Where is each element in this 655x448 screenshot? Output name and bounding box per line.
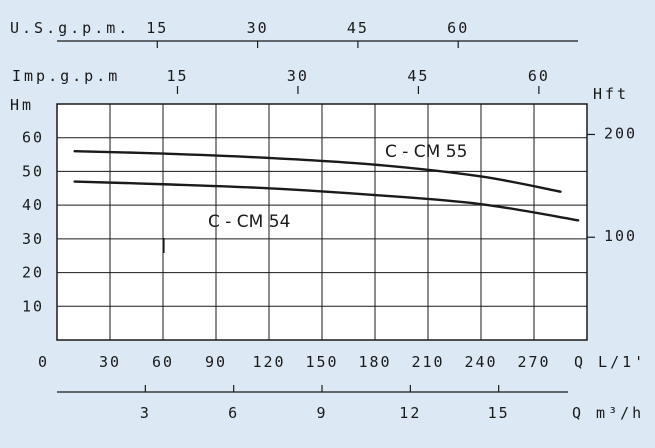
imp-gpm-tick-label: 30	[287, 67, 309, 85]
m3h-tick-label: 3	[140, 404, 151, 422]
series-line	[73, 180, 580, 222]
x-tick-label: 60	[152, 353, 174, 371]
imp-gpm-tick-label: 15	[166, 67, 188, 85]
series-label: C - CM 54	[208, 212, 290, 232]
x-tick-label: 90	[205, 353, 227, 371]
y-tick-label: 50	[22, 162, 44, 180]
origin-label: 0	[38, 353, 49, 371]
m3h-tick-label: 15	[488, 404, 510, 422]
hft-tick-label: 100	[604, 227, 637, 245]
m3h-tick-label: 12	[399, 404, 421, 422]
us-gpm-axis-title: U.S.g.p.m.	[10, 19, 130, 37]
us-gpm-tick-label: 15	[146, 19, 168, 37]
hft-tick-label: 200	[604, 124, 637, 142]
x-tick-label: 120	[252, 353, 285, 371]
x-tick-label: 240	[464, 353, 497, 371]
us-gpm-tick-label: 30	[247, 19, 269, 37]
y-tick-label: 10	[22, 297, 44, 315]
curves	[73, 150, 580, 222]
x-tick-label: 30	[99, 353, 121, 371]
series-label: C - CM 55	[385, 142, 467, 162]
x-axis-title: Q L/1'	[574, 353, 646, 371]
imp-gpm-axis-title: Imp.g.p.m	[12, 67, 120, 85]
x-tick-label: 150	[305, 353, 338, 371]
imp-gpm-tick-label: 45	[407, 67, 429, 85]
grid	[57, 40, 595, 393]
x-tick-label: 210	[411, 353, 444, 371]
y-tick-label: 20	[22, 264, 44, 282]
y-tick-label: 30	[22, 230, 44, 248]
y-tick-label: 60	[22, 129, 44, 147]
m3h-tick-label: 9	[316, 404, 327, 422]
y-axis-title: Hm	[10, 96, 34, 114]
m3h-axis-title: Q m³/h	[572, 404, 644, 422]
imp-gpm-tick-label: 60	[528, 67, 550, 85]
us-gpm-tick-label: 45	[347, 19, 369, 37]
m3h-tick-label: 6	[228, 404, 239, 422]
x-tick-label: 180	[358, 353, 391, 371]
series-line	[73, 150, 562, 193]
us-gpm-tick-label: 60	[447, 19, 469, 37]
x-tick-label: 270	[517, 353, 550, 371]
labels: 30 60 90 120 150 180 210 240 270 10 20 30 40 50 60 0 Hm Q…	[10, 19, 646, 422]
y-tick-label: 40	[22, 196, 44, 214]
hft-axis-title: Hft	[593, 85, 629, 103]
